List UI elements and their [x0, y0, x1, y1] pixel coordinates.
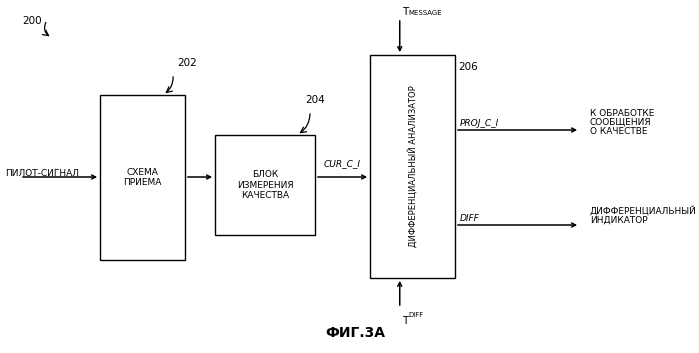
Text: 202: 202: [177, 58, 196, 68]
Text: CUR_C_I: CUR_C_I: [324, 159, 361, 168]
Text: 200: 200: [22, 16, 42, 26]
Text: PROJ_C_I: PROJ_C_I: [460, 119, 499, 128]
Text: ФИГ.3А: ФИГ.3А: [325, 326, 385, 340]
Text: 204: 204: [305, 95, 325, 105]
Text: К ОБРАБОТКЕ: К ОБРАБОТКЕ: [590, 109, 654, 118]
Bar: [370, 55, 455, 278]
Text: ИНДИКАТОР: ИНДИКАТОР: [590, 216, 648, 225]
Bar: [100, 95, 185, 260]
Text: СХЕМА
ПРИЕМА: СХЕМА ПРИЕМА: [123, 168, 161, 187]
Text: MESSAGE: MESSAGE: [409, 10, 442, 16]
Text: ПИЛОТ-СИГНАЛ: ПИЛОТ-СИГНАЛ: [5, 169, 79, 179]
Text: ДИФФЕРЕНЦИАЛЬНЫЙ АНАЛИЗАТОР: ДИФФЕРЕНЦИАЛЬНЫЙ АНАЛИЗАТОР: [408, 86, 417, 247]
Text: СООБЩЕНИЯ: СООБЩЕНИЯ: [590, 118, 651, 127]
Text: БЛОК
ИЗМЕРЕНИЯ
КАЧЕСТВА: БЛОК ИЗМЕРЕНИЯ КАЧЕСТВА: [237, 170, 294, 200]
Text: О КАЧЕСТВЕ: О КАЧЕСТВЕ: [590, 127, 647, 136]
Text: T: T: [402, 7, 408, 17]
Text: DIFF: DIFF: [460, 214, 480, 223]
Text: T: T: [402, 316, 408, 326]
Text: DIFF: DIFF: [409, 312, 424, 318]
Text: 206: 206: [458, 62, 477, 72]
Bar: [215, 135, 315, 235]
Text: ДИФФЕРЕНЦИАЛЬНЫЙ: ДИФФЕРЕНЦИАЛЬНЫЙ: [590, 206, 697, 216]
